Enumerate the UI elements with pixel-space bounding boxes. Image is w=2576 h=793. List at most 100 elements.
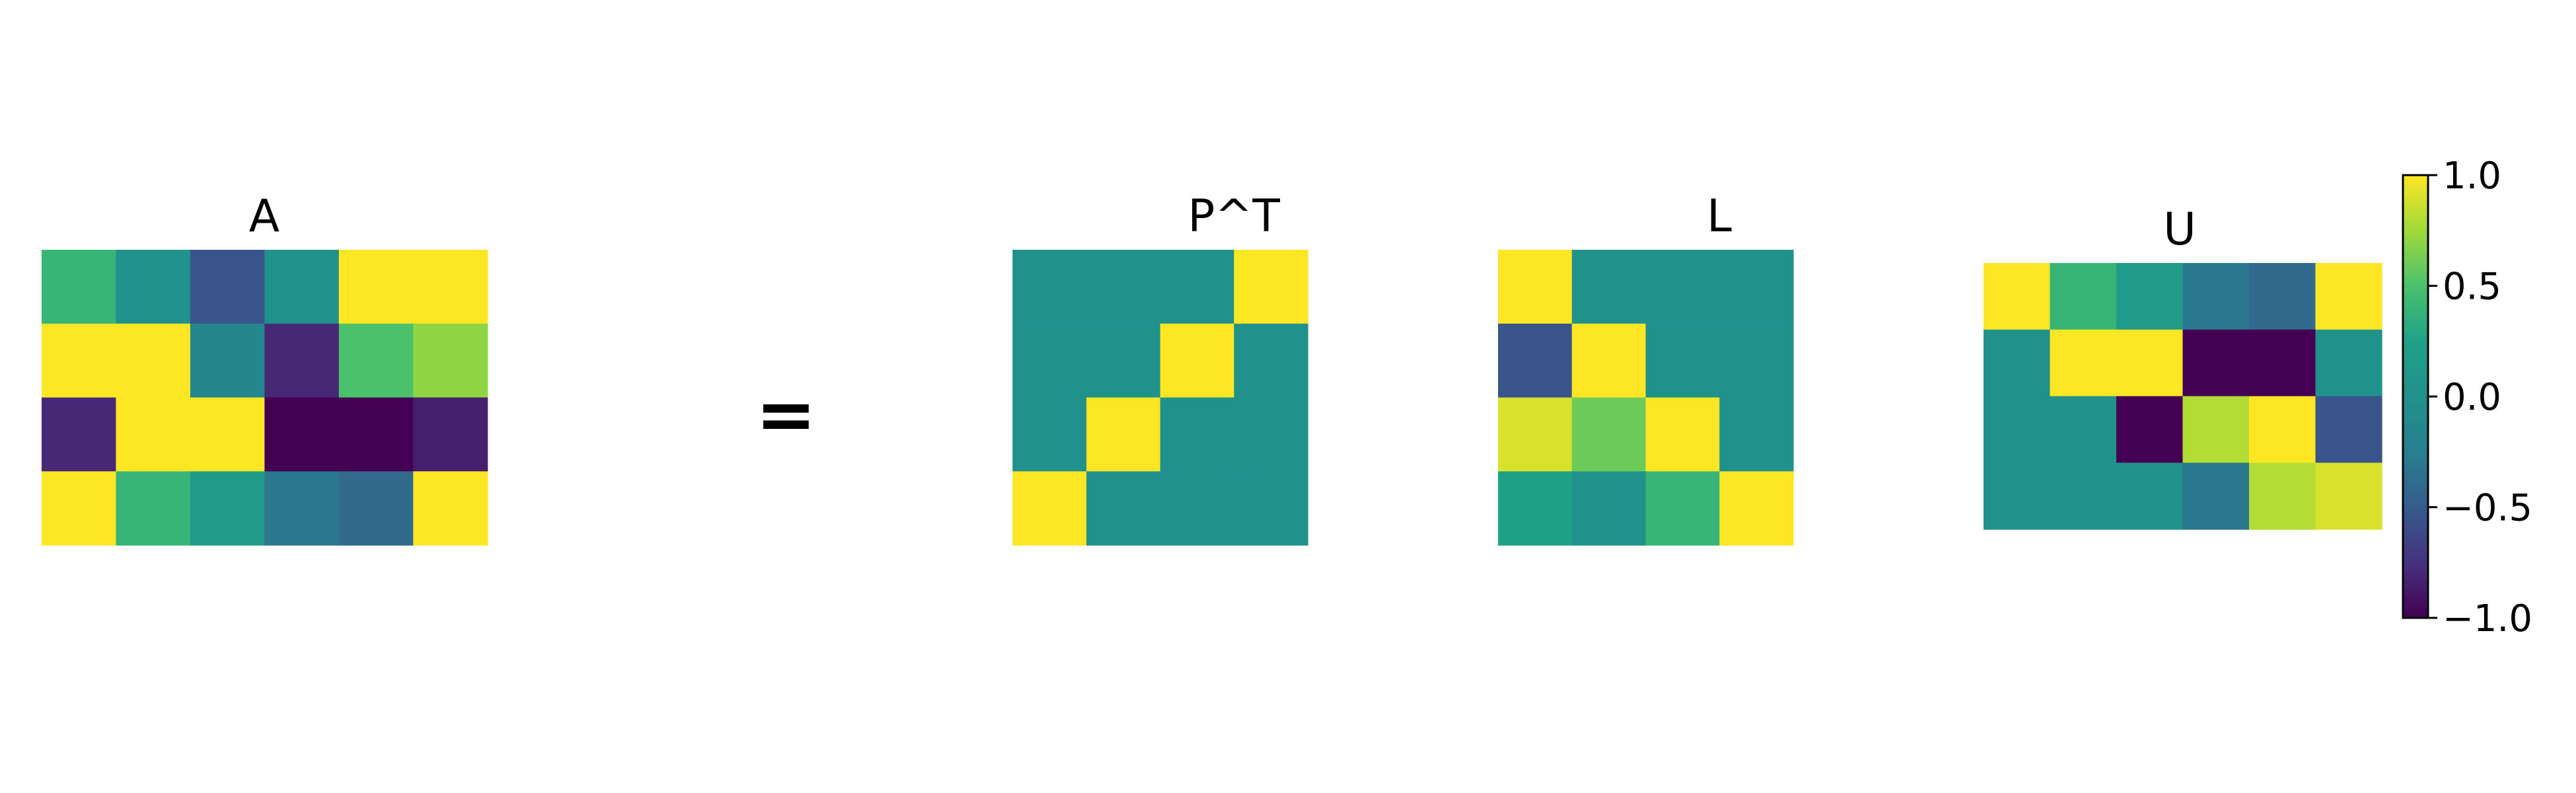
heatmap-cell-l-r1-c3 [1719,323,1794,398]
heatmap-cell-pt-r3-c3 [1234,471,1308,546]
heatmap-cell-a-r2-c0 [42,397,117,472]
heatmap-cell-a-r3-c5 [413,471,488,546]
heatmap-cell-u-r2-c2 [2116,396,2184,463]
colorbar: 1.0 0.5 0.0 −0.5 −1.0 [2402,155,2532,640]
matrix-a-heatmap [42,250,488,546]
heatmap-cell-pt-r3-c1 [1086,471,1161,546]
heatmap-cell-a-r1-c1 [116,323,191,398]
heatmap-cell-pt-r2-c0 [1013,397,1087,472]
heatmap-cell-l-r0-c0 [1498,250,1573,324]
heatmap-cell-l-r2-c0 [1498,397,1573,472]
heatmap-cell-l-r0-c2 [1645,250,1720,324]
heatmap-cell-pt-r2-c1 [1086,397,1161,472]
heatmap-cell-pt-r1-c3 [1234,323,1308,398]
heatmap-cell-u-r0-c4 [2249,263,2316,330]
matrix-a-title: A [249,190,280,243]
heatmap-cell-pt-r2-c2 [1160,397,1234,472]
heatmap-cell-u-r2-c4 [2249,396,2316,463]
matrix-l-heatmap [1498,250,1794,546]
heatmap-cell-a-r1-c2 [190,323,266,398]
heatmap-cell-u-r1-c4 [2249,329,2316,397]
matrix-u-title: U [2163,204,2196,256]
heatmap-cell-a-r0-c4 [339,250,414,324]
heatmap-cell-a-r2-c5 [413,397,488,472]
matrix-l-panel: L [1498,190,1794,546]
heatmap-cell-u-r3-c2 [2116,463,2184,530]
heatmap-cell-a-r3-c3 [264,471,340,546]
heatmap-cell-l-r3-c0 [1498,471,1573,546]
heatmap-cell-a-r1-c3 [264,323,340,398]
heatmap-cell-u-r0-c2 [2116,263,2184,330]
heatmap-cell-l-r1-c2 [1645,323,1720,398]
heatmap-cell-u-r2-c0 [1984,396,2051,463]
colorbar-tick-label: 0.0 [2443,376,2501,419]
heatmap-cell-u-r3-c5 [2315,463,2382,530]
equals-sign: = [756,372,816,457]
heatmap-cell-pt-r2-c3 [1234,397,1308,472]
colorbar-ticks: 1.0 0.5 0.0 −0.5 −1.0 [2428,155,2532,640]
matrix-a-panel: A [42,190,488,546]
heatmap-cell-a-r1-c5 [413,323,488,398]
matrix-u-panel: U [1984,204,2382,530]
heatmap-cell-pt-r0-c0 [1013,250,1087,324]
heatmap-cell-u-r1-c5 [2315,329,2382,397]
heatmap-cell-u-r3-c4 [2249,463,2316,530]
heatmap-cell-u-r2-c1 [2050,396,2117,463]
matrix-pt-heatmap [1013,250,1308,546]
heatmap-cell-pt-r0-c2 [1160,250,1234,324]
heatmap-cell-u-r1-c2 [2116,329,2184,397]
colorbar-tick-label: −0.5 [2443,487,2532,530]
heatmap-cell-u-r1-c0 [1984,329,2051,397]
heatmap-cell-a-r2-c2 [190,397,266,472]
heatmap-cell-a-r1-c4 [339,323,414,398]
heatmap-cell-pt-r0-c3 [1234,250,1308,324]
heatmap-cell-u-r1-c3 [2182,329,2250,397]
heatmap-cell-a-r0-c5 [413,250,488,324]
heatmap-cell-l-r0-c3 [1719,250,1794,324]
colorbar-tick-label: 1.0 [2443,155,2501,198]
matrix-u-heatmap [1984,263,2382,530]
heatmap-cell-u-r3-c1 [2050,463,2117,530]
heatmap-cell-u-r2-c5 [2315,396,2382,463]
heatmap-cell-a-r3-c0 [42,471,117,546]
heatmap-cell-l-r3-c3 [1719,471,1794,546]
heatmap-cell-a-r3-c2 [190,471,266,546]
heatmap-cell-u-r3-c0 [1984,463,2051,530]
heatmap-cell-a-r1-c0 [42,323,117,398]
heatmap-cell-pt-r3-c2 [1160,471,1234,546]
heatmap-cell-l-r0-c1 [1571,250,1647,324]
heatmap-cell-u-r0-c0 [1984,263,2051,330]
heatmap-cell-pt-r1-c1 [1086,323,1161,398]
heatmap-cell-u-r0-c1 [2050,263,2117,330]
heatmap-cell-l-r2-c3 [1719,397,1794,472]
heatmap-cell-pt-r1-c2 [1160,323,1234,398]
colorbar-gradient [2402,174,2429,619]
heatmap-cell-a-r0-c0 [42,250,117,324]
colorbar-tick-label: 0.5 [2443,266,2501,309]
heatmap-cell-u-r1-c1 [2050,329,2117,397]
heatmap-cell-pt-r0-c1 [1086,250,1161,324]
heatmap-cell-l-r2-c2 [1645,397,1720,472]
heatmap-cell-a-r0-c2 [190,250,266,324]
matrix-pt-panel: P^T [1013,190,1308,546]
heatmap-cell-l-r2-c1 [1571,397,1647,472]
heatmap-cell-a-r3-c4 [339,471,414,546]
heatmap-cell-u-r2-c3 [2182,396,2250,463]
heatmap-cell-pt-r3-c0 [1013,471,1087,546]
heatmap-cell-l-r1-c1 [1571,323,1647,398]
heatmap-cell-l-r3-c1 [1571,471,1647,546]
heatmap-cell-u-r0-c5 [2315,263,2382,330]
heatmap-cell-l-r3-c2 [1645,471,1720,546]
colorbar-tick-label: −1.0 [2443,597,2532,640]
heatmap-cell-a-r2-c3 [264,397,340,472]
heatmap-cell-a-r2-c4 [339,397,414,472]
heatmap-cell-a-r2-c1 [116,397,191,472]
matrix-pt-title: P^T [1188,190,1280,243]
heatmap-cell-a-r0-c3 [264,250,340,324]
heatmap-cell-pt-r1-c0 [1013,323,1087,398]
heatmap-cell-a-r3-c1 [116,471,191,546]
heatmap-cell-a-r0-c1 [116,250,191,324]
heatmap-cell-u-r0-c3 [2182,263,2250,330]
heatmap-cell-u-r3-c3 [2182,463,2250,530]
